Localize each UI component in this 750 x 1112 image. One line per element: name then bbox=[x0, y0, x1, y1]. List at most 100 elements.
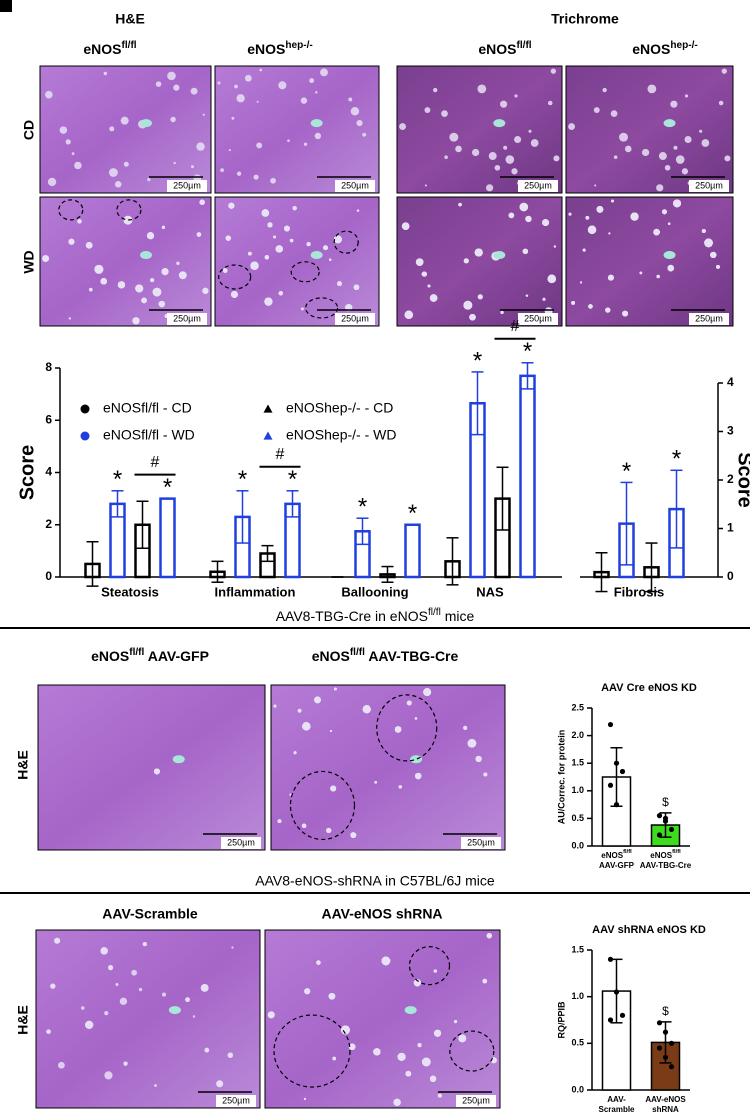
vacuole bbox=[142, 942, 147, 947]
significance-mark: * bbox=[288, 466, 297, 493]
vacuole bbox=[424, 107, 431, 114]
vessel bbox=[310, 119, 323, 128]
vacuole bbox=[463, 725, 468, 730]
vacuole bbox=[117, 281, 126, 289]
vacuole bbox=[300, 97, 308, 104]
vacuole bbox=[54, 937, 61, 944]
error-bar bbox=[286, 490, 299, 518]
vacuole bbox=[326, 827, 332, 834]
vessel bbox=[172, 755, 185, 764]
section-title: AAV8-TBG-Cre in eNOSfl/fl mice bbox=[276, 607, 475, 624]
vacuole bbox=[505, 155, 515, 164]
vacuole bbox=[109, 126, 115, 132]
vacuole bbox=[85, 1020, 94, 1030]
y-tick-label: 1.5 bbox=[571, 944, 584, 954]
vacuole bbox=[350, 832, 357, 839]
vacuole bbox=[289, 238, 294, 243]
y-tick-label: 1.0 bbox=[571, 991, 584, 1001]
micrograph bbox=[35, 929, 261, 1109]
y-tick-label: 1.0 bbox=[571, 785, 584, 795]
vessel bbox=[493, 119, 506, 128]
significance-mark: * bbox=[358, 494, 367, 521]
vacuole bbox=[550, 68, 556, 74]
vacuole bbox=[236, 94, 245, 103]
data-point bbox=[662, 818, 669, 824]
vacuole bbox=[154, 768, 160, 775]
scale-bar-label: 250µm bbox=[467, 837, 495, 847]
vacuole bbox=[421, 271, 427, 277]
lesion-outline bbox=[333, 230, 359, 254]
vacuole bbox=[273, 235, 276, 239]
vacuole bbox=[244, 74, 252, 82]
vacuole bbox=[381, 956, 391, 966]
vacuole bbox=[684, 135, 692, 144]
vacuole bbox=[303, 142, 308, 146]
vacuole bbox=[427, 284, 431, 288]
vacuole bbox=[356, 209, 360, 212]
vacuole bbox=[123, 1061, 128, 1066]
vacuole bbox=[71, 152, 75, 156]
vacuole bbox=[511, 168, 518, 175]
vacuole bbox=[278, 81, 287, 90]
y-tick-label: 2.0 bbox=[571, 730, 584, 740]
vacuole bbox=[670, 100, 678, 108]
vacuole bbox=[486, 933, 492, 939]
x-tick-label: eNOSfl/fl bbox=[601, 849, 632, 861]
vacuole bbox=[362, 705, 371, 714]
vacuole bbox=[119, 997, 128, 1005]
vacuole bbox=[292, 206, 297, 211]
vacuole bbox=[216, 1080, 224, 1088]
data-point bbox=[662, 1029, 669, 1035]
scale-bar-label: 250µm bbox=[524, 180, 552, 190]
vacuole bbox=[261, 209, 270, 217]
scale-bar-label: 250µm bbox=[173, 180, 201, 190]
y-tick-label: 0 bbox=[727, 569, 734, 583]
vacuole bbox=[147, 177, 151, 182]
vacuole bbox=[167, 71, 176, 81]
significance-mark: * bbox=[163, 474, 172, 501]
vacuole bbox=[401, 222, 410, 230]
vacuole bbox=[528, 129, 532, 133]
vacuole bbox=[417, 1043, 422, 1048]
vacuole bbox=[469, 313, 476, 321]
scale-bar-bg bbox=[221, 837, 261, 849]
bar bbox=[159, 497, 176, 579]
data-point bbox=[668, 826, 675, 833]
vacuole bbox=[170, 116, 176, 123]
scale-bar-label: 250µm bbox=[695, 313, 723, 323]
vacuole bbox=[622, 310, 629, 317]
legend-label: eNOShep-/- - WD bbox=[286, 427, 396, 443]
vacuole bbox=[608, 232, 611, 235]
vacuole bbox=[222, 268, 228, 273]
vacuole bbox=[429, 294, 438, 302]
lesion-outline bbox=[116, 199, 142, 221]
vacuole bbox=[721, 68, 727, 74]
superscript: fl/fl bbox=[623, 849, 632, 855]
vacuole bbox=[414, 717, 418, 720]
vacuole bbox=[270, 177, 276, 184]
data-point bbox=[613, 760, 620, 766]
vacuole bbox=[458, 202, 462, 207]
micrograph bbox=[565, 65, 734, 194]
vacuole bbox=[320, 68, 328, 77]
vacuole bbox=[508, 212, 515, 219]
data-point bbox=[613, 802, 620, 808]
y-tick-label: 0.0 bbox=[571, 1084, 584, 1094]
vacuole bbox=[42, 255, 50, 262]
vacuole bbox=[196, 142, 205, 151]
vacuole bbox=[256, 100, 259, 103]
data-point bbox=[668, 1064, 675, 1070]
vacuole bbox=[393, 1098, 401, 1106]
vacuole bbox=[630, 212, 639, 221]
vacuole bbox=[399, 123, 406, 130]
vacuole bbox=[422, 1057, 431, 1067]
bracket-label: # bbox=[511, 318, 520, 335]
data-point bbox=[656, 1045, 663, 1051]
panel-marker bbox=[0, 0, 12, 12]
vacuole bbox=[287, 139, 290, 143]
error-bar bbox=[645, 542, 658, 593]
lesion-outline bbox=[273, 1014, 351, 1088]
column-header: eNOSfl/fl bbox=[83, 40, 136, 57]
significance-mark: $ bbox=[662, 795, 669, 809]
vessel bbox=[663, 119, 676, 128]
